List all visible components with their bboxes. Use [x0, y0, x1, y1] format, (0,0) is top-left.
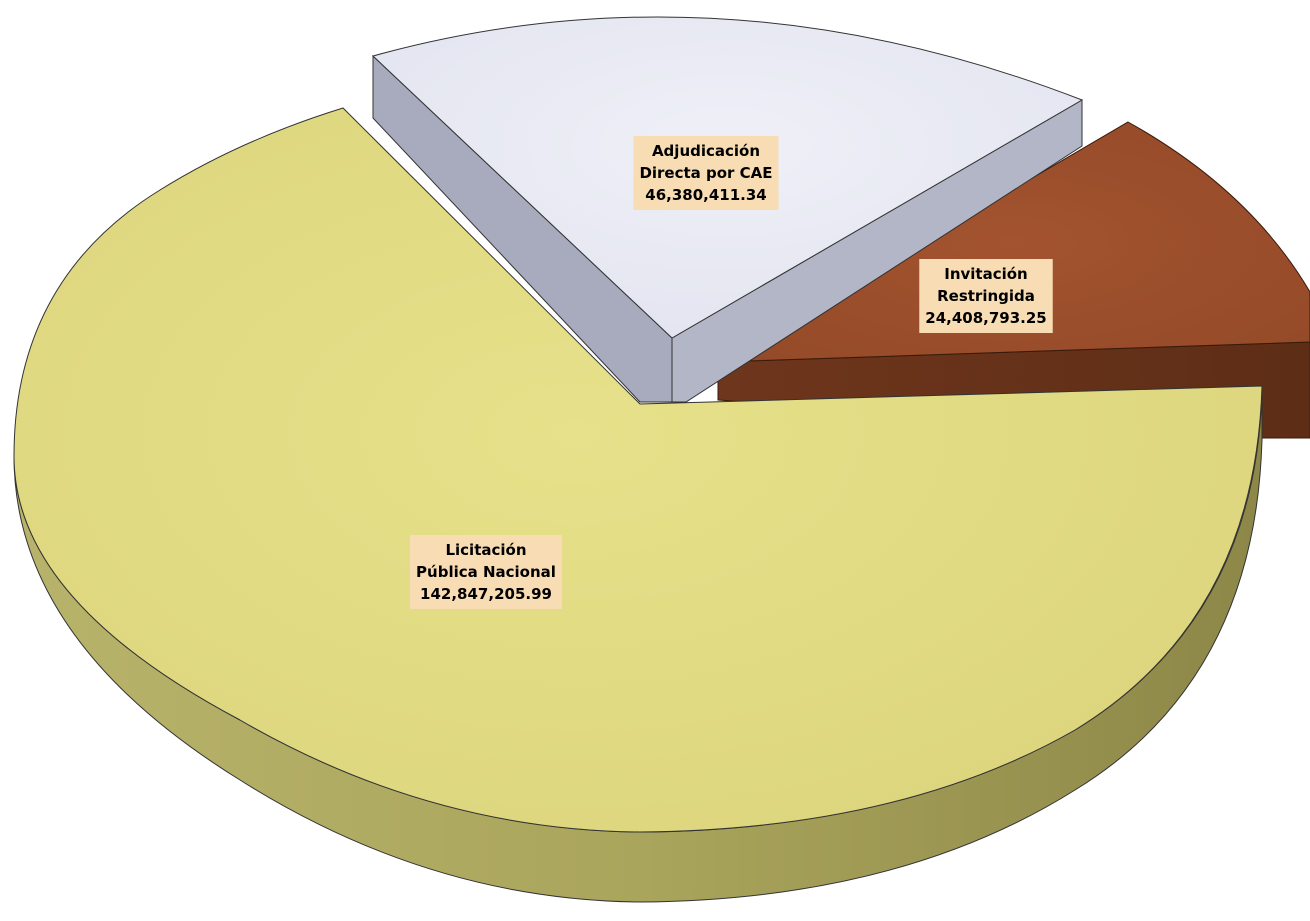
data-label-category: Pública Nacional [416, 563, 556, 581]
data-label-box [633, 136, 779, 210]
data-labels: Licitación Pública Nacional 142,847,205.99… [410, 136, 1053, 609]
slice-licitacion-publica [13, 107, 1263, 903]
slice-invitacion-top [717, 121, 1310, 363]
data-label-category: Invitación [944, 265, 1028, 283]
data-label-value: 142,847,205.99 [420, 585, 552, 603]
data-label: Licitación Pública Nacional 142,847,205.99 [410, 535, 562, 609]
data-label-box [410, 535, 562, 609]
slice-licitacion-top [13, 107, 1263, 833]
data-label-category: Directa por CAE [639, 164, 772, 182]
data-label-category: Restringida [937, 287, 1035, 305]
data-label-value: 46,380,411.34 [645, 186, 766, 204]
data-label-box [919, 259, 1053, 333]
data-label-category: Licitación [445, 541, 526, 559]
data-label-value: 24,408,793.25 [925, 309, 1046, 327]
data-label: Invitación Restringida 24,408,793.25 [919, 259, 1053, 333]
data-label-category: Adjudicación [652, 142, 760, 160]
data-label: Adjudicación Directa por CAE 46,380,411.34 [633, 136, 779, 210]
